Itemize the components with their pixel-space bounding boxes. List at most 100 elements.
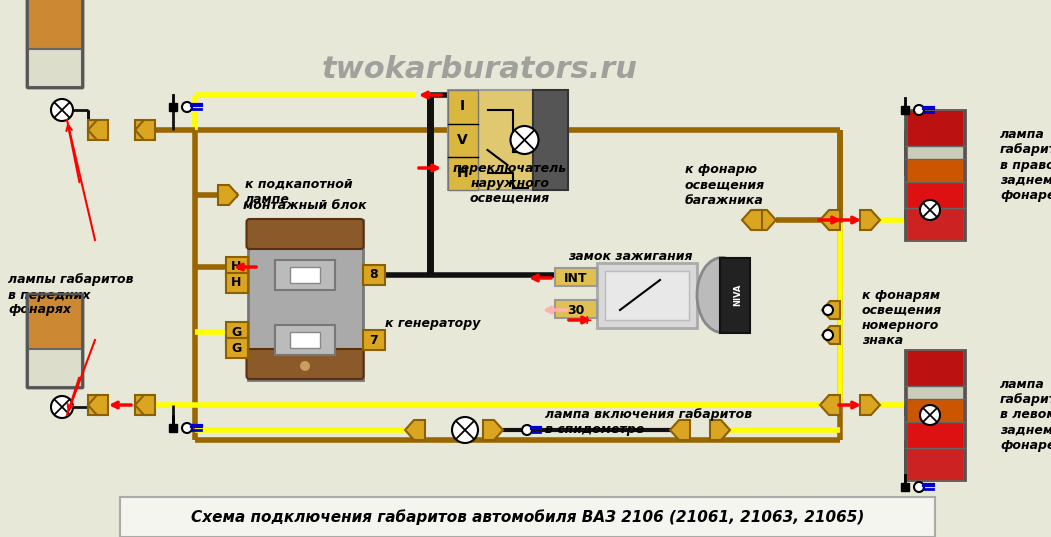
Text: к подкапотной
лампе: к подкапотной лампе: [245, 178, 353, 206]
Bar: [907, 159, 963, 182]
Circle shape: [51, 99, 73, 121]
Text: к генератору: к генератору: [385, 316, 480, 330]
Text: лампы габаритов
в передних
фонарях: лампы габаритов в передних фонарях: [8, 273, 133, 316]
Bar: [720, 258, 750, 332]
Circle shape: [522, 425, 532, 435]
Text: замок зажигания: замок зажигания: [568, 250, 693, 264]
Text: twokarburators.ru: twokarburators.ru: [322, 55, 638, 84]
Circle shape: [920, 405, 940, 425]
Bar: [907, 400, 963, 422]
Text: Схема подключения габаритов автомобиля ВАЗ 2106 (21061, 21063, 21065): Схема подключения габаритов автомобиля В…: [191, 509, 865, 525]
Polygon shape: [88, 120, 108, 140]
Circle shape: [914, 105, 924, 115]
Bar: [169, 103, 177, 111]
Polygon shape: [669, 420, 691, 440]
Bar: [290, 267, 320, 283]
Circle shape: [182, 423, 192, 433]
Polygon shape: [88, 395, 108, 415]
Text: NIVA: NIVA: [734, 284, 742, 306]
Polygon shape: [860, 395, 880, 415]
Bar: [907, 207, 963, 240]
Text: H: H: [231, 260, 242, 273]
Bar: [901, 483, 909, 491]
Bar: [605, 271, 689, 320]
Circle shape: [182, 102, 192, 112]
Bar: [363, 265, 385, 285]
Text: INT: INT: [564, 272, 588, 285]
Bar: [448, 90, 477, 190]
Text: 30: 30: [568, 303, 584, 316]
Ellipse shape: [697, 258, 747, 332]
Polygon shape: [822, 301, 840, 319]
Circle shape: [823, 305, 833, 315]
Bar: [120, 497, 935, 537]
Circle shape: [920, 200, 940, 220]
Text: лампа
габарита
в левом
заднем
фонаре: лампа габарита в левом заднем фонаре: [1000, 379, 1051, 452]
Text: G: G: [231, 342, 242, 354]
Polygon shape: [756, 210, 776, 230]
Text: лампа включения габаритов
в спидометре: лампа включения габаритов в спидометре: [545, 408, 753, 436]
Bar: [907, 182, 963, 207]
Polygon shape: [88, 120, 108, 140]
Circle shape: [511, 126, 538, 154]
Bar: [901, 106, 909, 114]
Bar: [907, 387, 963, 400]
Bar: [533, 90, 568, 190]
FancyBboxPatch shape: [28, 349, 82, 387]
Bar: [363, 330, 385, 350]
Bar: [169, 424, 177, 432]
Polygon shape: [860, 210, 880, 230]
Bar: [907, 422, 963, 447]
Bar: [907, 110, 963, 147]
Text: H: H: [231, 277, 242, 289]
Circle shape: [51, 396, 73, 418]
FancyBboxPatch shape: [28, 0, 82, 51]
Bar: [226, 322, 247, 342]
FancyBboxPatch shape: [247, 219, 364, 249]
Polygon shape: [822, 326, 840, 344]
Text: 7: 7: [369, 333, 378, 346]
Text: монтажный блок: монтажный блок: [243, 199, 367, 212]
Text: переключатель
наружного
освещения: переключатель наружного освещения: [453, 162, 568, 205]
Polygon shape: [135, 120, 154, 140]
Text: 8: 8: [369, 268, 377, 281]
Bar: [247, 220, 363, 380]
FancyBboxPatch shape: [247, 349, 364, 379]
Bar: [905, 350, 965, 480]
Bar: [275, 325, 335, 355]
Bar: [597, 263, 697, 328]
Polygon shape: [135, 395, 154, 415]
Circle shape: [298, 360, 311, 372]
Bar: [555, 300, 597, 318]
Polygon shape: [135, 395, 154, 415]
Bar: [226, 257, 247, 277]
Polygon shape: [88, 395, 108, 415]
Text: к фонарям
освещения
номерного
знака: к фонарям освещения номерного знака: [862, 289, 942, 347]
Text: лампа
габарита
в правом
заднем
фонаре: лампа габарита в правом заднем фонаре: [1000, 128, 1051, 201]
Text: V: V: [457, 133, 468, 147]
Text: 8A: 8A: [294, 333, 315, 347]
Bar: [226, 273, 247, 293]
Text: G: G: [231, 325, 242, 338]
Bar: [555, 268, 597, 286]
Polygon shape: [405, 420, 425, 440]
Bar: [907, 147, 963, 159]
FancyBboxPatch shape: [28, 295, 82, 351]
Polygon shape: [483, 420, 503, 440]
Polygon shape: [820, 395, 840, 415]
Bar: [905, 110, 965, 240]
Bar: [275, 260, 335, 290]
Circle shape: [452, 417, 478, 443]
Polygon shape: [218, 185, 238, 205]
FancyBboxPatch shape: [28, 49, 82, 87]
Text: 8A: 8A: [294, 268, 315, 282]
Text: +: +: [582, 314, 593, 326]
Text: к фонарю
освещения
багажника: к фонарю освещения багажника: [685, 163, 765, 207]
Polygon shape: [820, 210, 840, 230]
Polygon shape: [710, 420, 730, 440]
Bar: [907, 447, 963, 480]
Polygon shape: [135, 120, 154, 140]
Bar: [290, 332, 320, 348]
Bar: [907, 350, 963, 387]
Bar: [226, 338, 247, 358]
